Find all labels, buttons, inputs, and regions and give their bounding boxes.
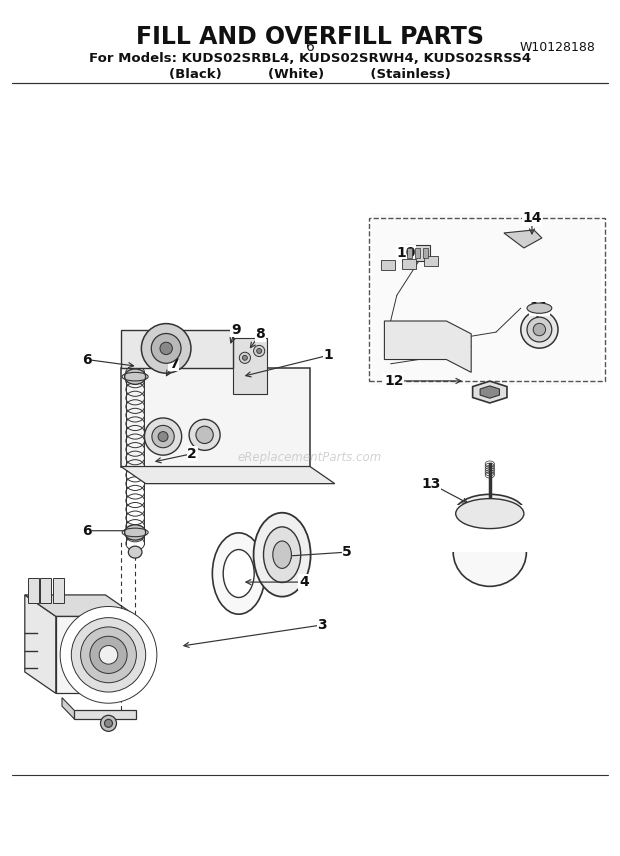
Polygon shape (472, 381, 507, 403)
Circle shape (257, 348, 262, 354)
Circle shape (71, 618, 146, 692)
Bar (121, 368, 310, 467)
Circle shape (189, 419, 220, 450)
Polygon shape (25, 595, 136, 616)
Text: 3: 3 (317, 618, 327, 632)
Ellipse shape (125, 369, 146, 384)
Polygon shape (504, 230, 542, 248)
Polygon shape (40, 578, 51, 603)
Polygon shape (121, 467, 335, 484)
Ellipse shape (264, 527, 301, 583)
Text: For Models: KUDS02SRBL4, KUDS02SRWH4, KUDS02SRSS4: For Models: KUDS02SRBL4, KUDS02SRWH4, KU… (89, 51, 531, 65)
Text: 8: 8 (255, 327, 265, 341)
Circle shape (151, 334, 181, 363)
Text: 6: 6 (82, 524, 92, 538)
Circle shape (99, 645, 118, 664)
Text: 11: 11 (529, 301, 549, 315)
Text: 13: 13 (421, 477, 441, 490)
Ellipse shape (273, 541, 291, 568)
Ellipse shape (128, 546, 142, 558)
Circle shape (90, 636, 127, 674)
Text: 6: 6 (306, 40, 314, 54)
Bar (372, 214, 601, 385)
Bar (381, 260, 394, 270)
Text: W10128188: W10128188 (520, 40, 595, 54)
Bar (450, 505, 530, 552)
Polygon shape (53, 578, 64, 603)
Polygon shape (384, 321, 471, 372)
Bar (415, 247, 420, 258)
Circle shape (100, 716, 117, 731)
Circle shape (196, 426, 213, 443)
Circle shape (158, 431, 168, 442)
Circle shape (521, 311, 558, 348)
Circle shape (60, 607, 157, 703)
Ellipse shape (223, 550, 254, 597)
Text: 5: 5 (342, 545, 352, 559)
Text: FILL AND OVERFILL PARTS: FILL AND OVERFILL PARTS (136, 25, 484, 49)
Circle shape (160, 342, 172, 354)
Ellipse shape (212, 533, 265, 615)
Bar (407, 247, 412, 258)
Ellipse shape (453, 518, 526, 586)
Polygon shape (25, 595, 56, 693)
Ellipse shape (125, 525, 146, 540)
Circle shape (105, 719, 112, 728)
Text: eReplacementParts.com: eReplacementParts.com (238, 451, 382, 465)
Bar (424, 256, 438, 266)
Circle shape (527, 318, 552, 342)
Text: 12: 12 (384, 374, 404, 388)
Text: 14: 14 (522, 211, 542, 225)
Bar (402, 259, 416, 269)
Text: 1: 1 (324, 348, 334, 362)
Polygon shape (62, 698, 74, 719)
Text: 2: 2 (187, 447, 197, 461)
Bar (423, 247, 428, 258)
Ellipse shape (254, 513, 311, 597)
Text: 10: 10 (396, 246, 416, 259)
Circle shape (144, 418, 182, 455)
Polygon shape (121, 330, 232, 368)
Circle shape (152, 425, 174, 448)
Circle shape (239, 352, 250, 364)
Text: 6: 6 (82, 353, 92, 366)
Bar (402, 245, 430, 260)
Polygon shape (28, 578, 39, 603)
Polygon shape (480, 386, 500, 398)
Ellipse shape (454, 495, 526, 532)
Circle shape (533, 324, 546, 336)
Bar (232, 338, 267, 394)
Text: 9: 9 (231, 323, 241, 336)
Text: (Black)          (White)          (Stainless): (Black) (White) (Stainless) (169, 68, 451, 81)
Polygon shape (56, 616, 136, 693)
Circle shape (254, 345, 265, 357)
Text: 4: 4 (299, 575, 309, 589)
Polygon shape (74, 710, 136, 719)
Circle shape (141, 324, 191, 373)
Ellipse shape (527, 303, 552, 313)
Text: 7: 7 (169, 357, 179, 371)
Ellipse shape (456, 498, 524, 529)
Circle shape (242, 355, 247, 360)
Bar (369, 218, 604, 381)
Circle shape (81, 627, 136, 683)
